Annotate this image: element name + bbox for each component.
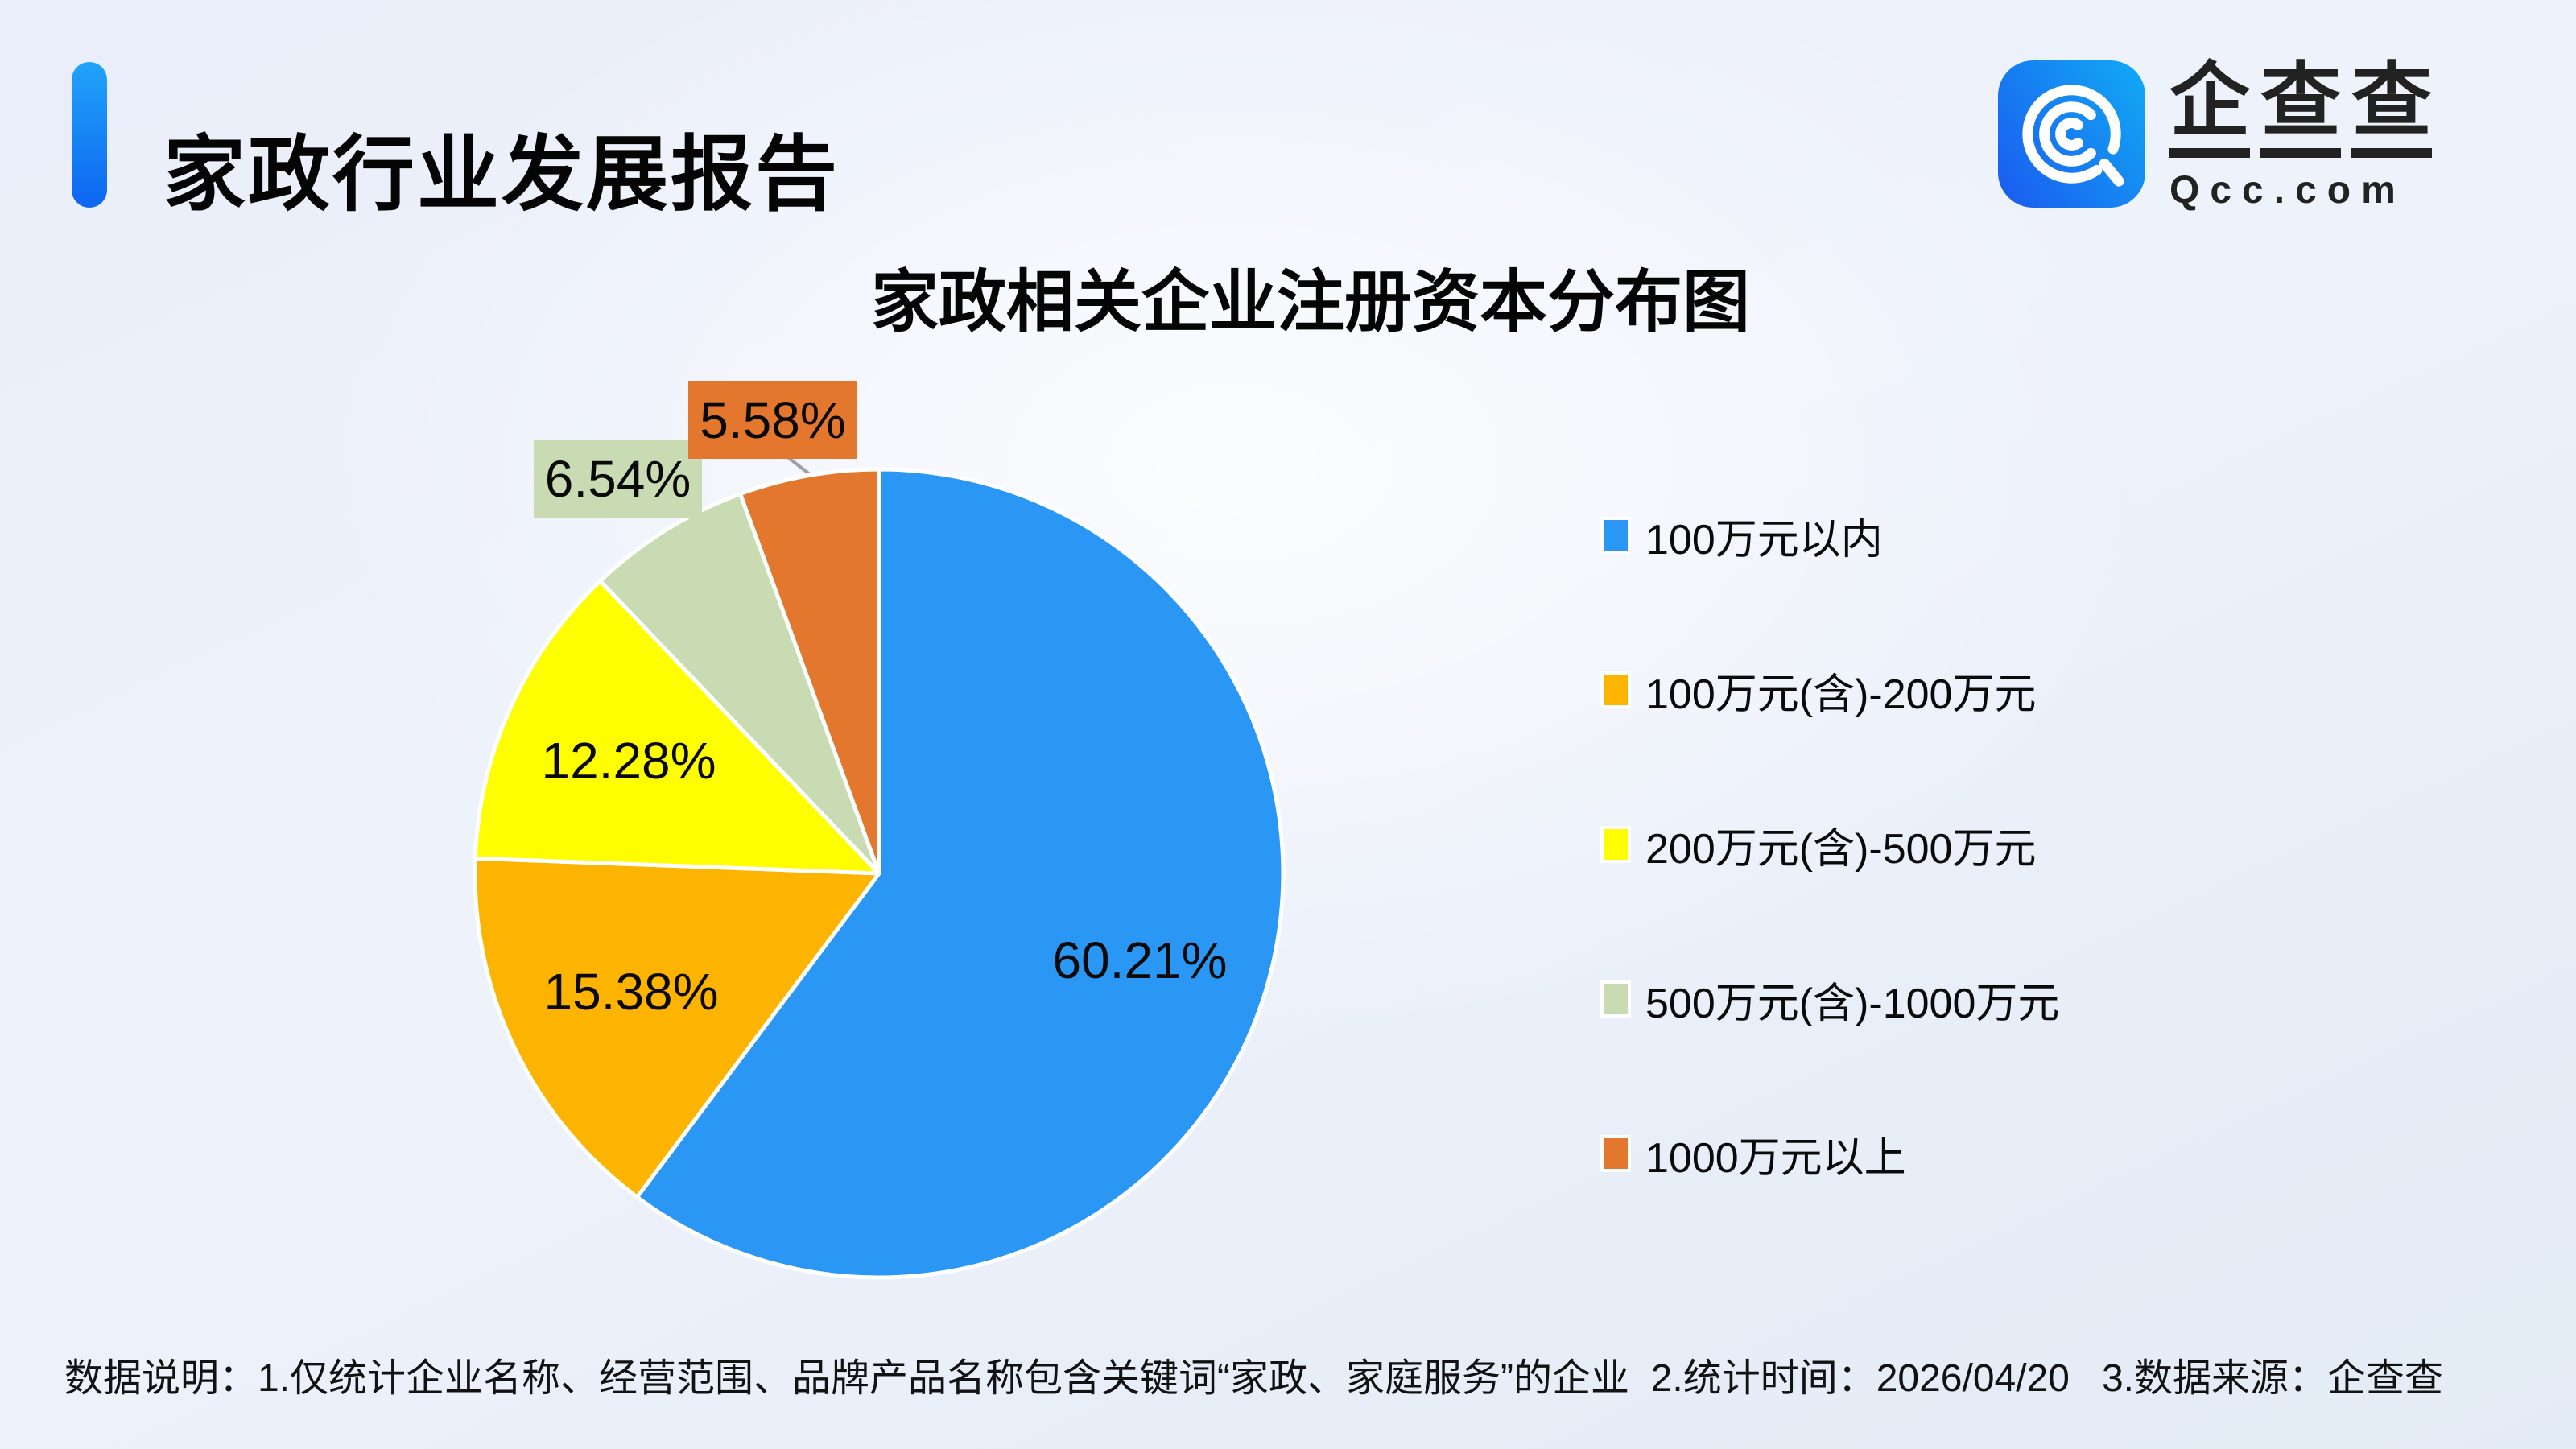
legend-item-1000-plus: 1000万元以上 [1600,1131,2059,1182]
legend-swatch-icon [1600,1135,1631,1172]
pie-slice-3 [598,492,881,876]
pie-slice-4 [738,467,881,876]
legend-swatch-icon [1600,980,1631,1018]
pie-slice-0 [634,467,1286,1280]
legend-swatch-icon [1600,826,1631,863]
chart-title: 家政相关企业注册资本分布图 [870,264,1751,340]
brand-char: 企 [2169,60,2250,158]
pie-callout-500-1000: 6.54% [534,440,702,518]
pie-slice-label-2: 12.28% [541,732,716,790]
title-accent-bar [72,62,107,208]
brand-char: 查 [2351,60,2432,158]
legend-label: 200万元(含)-500万元 [1645,825,2037,873]
footnote: 数据说明：1.仅统计企业名称、经营范围、品牌产品名称包含关键词“家政、家庭服务”… [64,1357,2443,1400]
legend-item-100-200: 100万元(含)-200万元 [1600,667,2059,718]
pie-slice-label-1: 15.38% [543,963,718,1021]
report-title: 家政行业发展报告 [163,129,840,221]
legend-swatch-icon [1600,517,1631,554]
legend-label: 100万元(含)-200万元 [1645,671,2037,718]
pie-slice-label-0: 60.21% [1052,931,1227,989]
legend-label: 500万元(含)-1000万元 [1645,980,2060,1027]
pie-slice-2 [473,579,881,876]
legend: 100万元以内 100万元(含)-200万元 200万元(含)-500万元 50… [1600,513,2059,1182]
qcc-logo: 企查查 Qcc.com [1998,60,2432,213]
legend-label: 100万元以内 [1645,516,1883,564]
legend-item-100-under: 100万元以内 [1600,513,2059,564]
logo-text: 企查查 Qcc.com [2169,60,2432,213]
brand-domain: Qcc.com [2169,169,2406,212]
pie-callout-1000-plus: 5.58% [688,381,857,459]
qcc-magnifier-logo-icon [1998,60,2145,208]
legend-swatch-icon [1600,671,1631,708]
legend-label: 1000万元以上 [1645,1134,1906,1182]
brand-char: 查 [2260,60,2341,158]
legend-item-500-1000: 500万元(含)-1000万元 [1600,976,2059,1027]
brand-name-cn: 企查查 [2169,60,2432,158]
pie-slice-1 [473,856,881,1199]
legend-item-200-500: 200万元(含)-500万元 [1600,822,2059,873]
